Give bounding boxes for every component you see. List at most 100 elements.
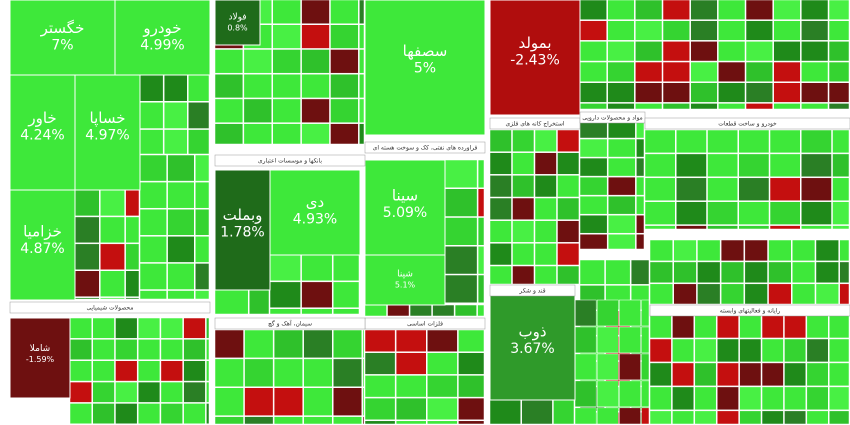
filler-tile bbox=[160, 317, 183, 339]
filler-tile bbox=[359, 98, 365, 123]
filler-tile bbox=[432, 304, 455, 317]
tile bbox=[74, 74, 141, 191]
filler-tile bbox=[806, 410, 829, 425]
filler-tile bbox=[534, 152, 557, 175]
filler-tile bbox=[806, 338, 829, 363]
filler-tile bbox=[139, 154, 167, 182]
filler-tile bbox=[160, 403, 183, 425]
filler-tile bbox=[69, 403, 92, 425]
filler-tile bbox=[738, 177, 770, 201]
filler-tile bbox=[272, 0, 301, 24]
filler-tile bbox=[489, 243, 512, 266]
filler-tile bbox=[194, 181, 210, 209]
filler-tile bbox=[139, 236, 167, 263]
filler-tile bbox=[694, 410, 717, 425]
filler-tile bbox=[801, 61, 829, 82]
filler-tile bbox=[739, 362, 762, 387]
filler-tile bbox=[649, 386, 672, 411]
filler-tile bbox=[557, 175, 580, 198]
filler-tile bbox=[74, 270, 100, 297]
filler-tile bbox=[784, 362, 807, 387]
tile-value: 4.87% bbox=[20, 241, 64, 257]
filler-tile bbox=[607, 61, 635, 82]
filler-tile bbox=[273, 416, 303, 425]
filler-tile bbox=[74, 216, 100, 244]
filler-tile bbox=[489, 175, 512, 198]
filler-tile bbox=[579, 259, 605, 285]
filler-tile bbox=[194, 236, 210, 263]
filler-tile bbox=[828, 362, 850, 387]
filler-tile bbox=[183, 317, 206, 339]
filler-tile bbox=[194, 290, 210, 300]
filler-tile bbox=[607, 138, 636, 158]
filler-tile bbox=[214, 289, 249, 315]
filler-tile bbox=[206, 339, 210, 360]
filler-tile bbox=[139, 208, 167, 236]
filler-tile bbox=[649, 362, 672, 387]
filler-tile bbox=[409, 304, 432, 317]
filler-tile bbox=[115, 339, 138, 360]
filler-tile bbox=[534, 243, 557, 266]
filler-tile bbox=[607, 233, 636, 250]
filler-tile bbox=[672, 338, 695, 363]
filler-tile bbox=[707, 177, 739, 201]
filler-tile bbox=[332, 254, 360, 282]
filler-tile bbox=[839, 261, 850, 284]
filler-tile bbox=[477, 159, 485, 189]
filler-tile bbox=[269, 254, 301, 282]
filler-tile bbox=[738, 201, 770, 225]
filler-tile bbox=[362, 416, 365, 425]
tile bbox=[9, 0, 116, 76]
filler-tile bbox=[673, 283, 697, 305]
filler-tile bbox=[244, 387, 274, 416]
filler-tile bbox=[167, 236, 195, 263]
filler-tile bbox=[115, 381, 138, 403]
filler-tile bbox=[160, 339, 183, 360]
filler-tile bbox=[644, 225, 676, 230]
filler-tile bbox=[579, 103, 607, 110]
filler-tile bbox=[801, 20, 829, 41]
filler-tile bbox=[773, 20, 801, 41]
filler-tile bbox=[137, 360, 161, 382]
filler-tile bbox=[557, 220, 580, 243]
filler-tile bbox=[579, 157, 608, 177]
filler-tile bbox=[649, 410, 672, 425]
filler-tile bbox=[828, 82, 850, 103]
filler-tile bbox=[489, 152, 512, 175]
filler-tile bbox=[458, 397, 485, 421]
filler-tile bbox=[607, 176, 636, 196]
filler-tile bbox=[579, 20, 607, 41]
filler-tile bbox=[579, 176, 608, 196]
filler-tile bbox=[69, 381, 92, 403]
filler-tile bbox=[768, 283, 792, 305]
filler-tile bbox=[579, 195, 608, 215]
filler-tile bbox=[801, 82, 829, 103]
filler-tile bbox=[635, 82, 663, 103]
filler-tile bbox=[716, 410, 739, 425]
filler-tile bbox=[596, 353, 619, 381]
tile-value: 4.99% bbox=[140, 38, 184, 54]
filler-tile bbox=[139, 74, 164, 102]
filler-tile bbox=[839, 283, 850, 305]
filler-tile bbox=[194, 263, 210, 290]
filler-tile bbox=[769, 129, 801, 154]
filler-tile bbox=[553, 399, 575, 425]
filler-tile bbox=[641, 353, 650, 381]
filler-tile bbox=[768, 239, 792, 262]
filler-tile bbox=[801, 177, 832, 201]
filler-tile bbox=[188, 102, 210, 129]
filler-tile bbox=[806, 362, 829, 387]
tile-name: بمولد bbox=[518, 34, 551, 52]
filler-tile bbox=[137, 381, 161, 403]
filler-tile bbox=[574, 353, 597, 381]
filler-tile bbox=[534, 265, 557, 285]
filler-tile bbox=[676, 225, 707, 230]
filler-tile bbox=[707, 129, 739, 154]
filler-tile bbox=[720, 239, 745, 262]
filler-tile bbox=[115, 360, 138, 382]
filler-tile bbox=[489, 399, 521, 425]
filler-tile bbox=[630, 259, 650, 285]
filler-tile bbox=[694, 386, 717, 411]
filler-tile bbox=[707, 225, 739, 230]
filler-tile bbox=[273, 387, 303, 416]
